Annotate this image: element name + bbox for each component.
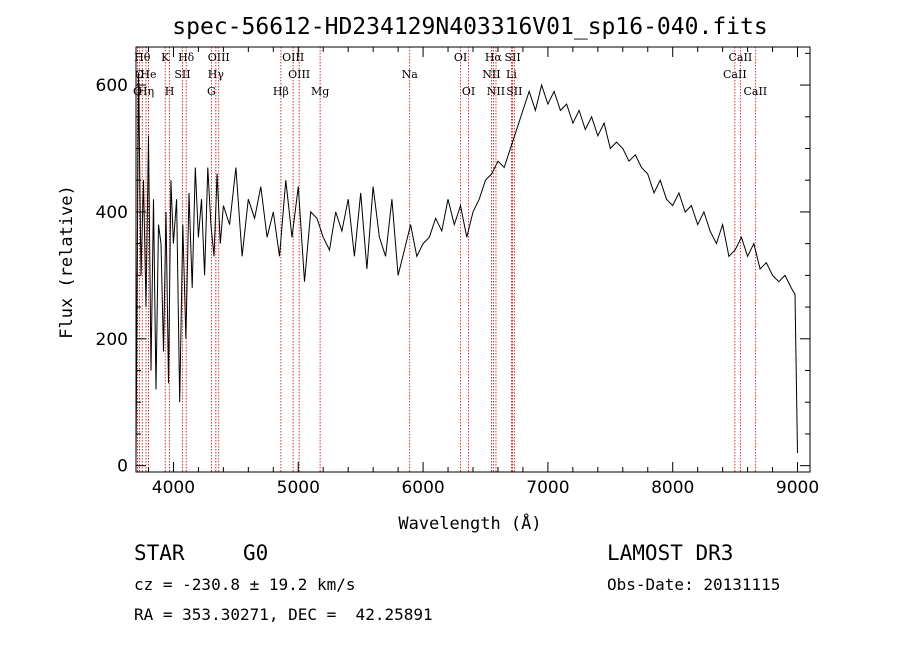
- plot-frame: [135, 46, 811, 473]
- line-label-27: CaII: [743, 85, 767, 98]
- redshift-velocity: cz = -230.8 ± 19.2 km/s: [134, 575, 356, 594]
- line-label-19: Hα: [485, 51, 503, 64]
- object-class: STAR: [134, 541, 185, 565]
- line-label-6: H: [165, 85, 175, 98]
- y-tick-label: 200: [96, 330, 128, 350]
- x-tick-label: 9000: [776, 478, 819, 498]
- x-axis-label: Wavelength (Å): [398, 512, 541, 534]
- line-label-7: SII: [174, 68, 190, 81]
- line-label-25: CaII: [729, 51, 753, 64]
- x-tick-label: 6000: [401, 478, 444, 498]
- spectrum-line: [135, 72, 798, 460]
- y-axis-label: Flux (relative): [57, 185, 77, 339]
- line-label-11: G: [207, 85, 216, 98]
- line-label-18: OI: [462, 85, 475, 98]
- line-label-20: NII: [482, 68, 500, 81]
- line-label-4: Hη: [138, 85, 154, 98]
- line-label-21: NII: [487, 85, 505, 98]
- line-label-15: Mg: [311, 85, 329, 98]
- line-label-12: Hβ: [273, 85, 289, 98]
- y-tick-label: 0: [117, 457, 128, 477]
- y-tick-label: 600: [96, 76, 128, 96]
- x-tick-label: 7000: [526, 478, 569, 498]
- emission-line-markers: [137, 47, 756, 472]
- chart-title: spec-56612-HD234129N403316V01_sp16-040.f…: [172, 14, 767, 40]
- line-label-26: CaII: [723, 68, 747, 81]
- observation-date: Obs-Date: 20131115: [607, 575, 781, 594]
- object-subclass: G0: [243, 541, 269, 565]
- axis-ticks: 4000 5000 6000 7000 8000 9000 0 200 400 600: [96, 47, 819, 498]
- line-label-22: SII: [504, 51, 520, 64]
- x-tick-label: 5000: [277, 478, 320, 498]
- x-tick-label: 4000: [152, 478, 195, 498]
- line-label-9: OIII: [208, 51, 230, 64]
- line-label-5: K: [161, 51, 170, 64]
- line-label-1: O: [135, 68, 144, 81]
- line-label-2: He: [140, 68, 156, 81]
- line-label-14: OIII: [288, 68, 310, 81]
- line-label-24: SII: [506, 85, 522, 98]
- line-label-13: OIII: [282, 51, 304, 64]
- line-label-16: Na: [402, 68, 419, 81]
- coordinates: RA = 353.30271, DEC = 42.25891: [134, 605, 433, 624]
- line-label-23: Li: [506, 68, 517, 81]
- line-label-8: Hδ: [178, 51, 195, 64]
- line-label-17: OI: [454, 51, 467, 64]
- y-tick-label: 400: [96, 203, 128, 223]
- survey-name: LAMOST DR3: [607, 541, 734, 565]
- line-label-3: O: [133, 85, 142, 98]
- line-label-0: Hθ: [134, 51, 151, 64]
- x-tick-label: 8000: [651, 478, 694, 498]
- line-label-10: Hγ: [208, 68, 225, 81]
